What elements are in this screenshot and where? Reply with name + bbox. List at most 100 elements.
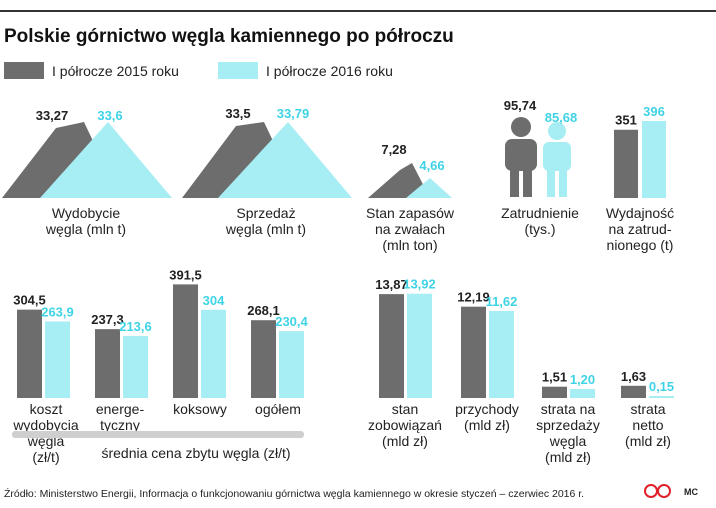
label-line-2: węgla (mln t) <box>225 221 306 237</box>
bar-2015 <box>17 309 42 398</box>
bar-2016 <box>279 331 304 398</box>
value-2016: 85,68 <box>545 110 578 125</box>
value-label-2016: 11,62 <box>486 294 518 309</box>
value-2015: 33,27 <box>36 108 69 123</box>
category-label-line: tyczny <box>100 417 140 433</box>
price-bracket: średnia cena zbytu węgla (zł/t) <box>12 431 304 461</box>
bar-2015 <box>173 284 198 398</box>
category-label-line: (zł/t) <box>32 449 59 465</box>
value-label-2015: 391,5 <box>169 267 202 282</box>
bar-2016 <box>123 336 148 398</box>
value-label-2015: 351 <box>615 113 637 128</box>
label-line-1: Sprzedaż <box>236 205 295 221</box>
value-label-2016: 0,15 <box>649 379 674 394</box>
bar-2015 <box>542 386 567 398</box>
category-label-line: strata <box>630 401 665 417</box>
category-label-line: zobowiązań <box>368 417 442 433</box>
category-label-line: ogółem <box>255 401 301 417</box>
value-2016: 4,66 <box>419 158 444 173</box>
label-line-1: Zatrudnienie <box>501 205 579 221</box>
bar-2015 <box>461 306 486 398</box>
panel-wydobycie: 33,27 33,6 Wydobycie węgla (mln t) <box>2 108 172 237</box>
value-label-2015: 237,3 <box>91 312 124 327</box>
category-label-line: netto <box>632 417 663 433</box>
legend-label-2015: I półrocze 2015 roku <box>52 63 179 79</box>
bar-2016 <box>201 309 226 398</box>
value-label-2016: 213,6 <box>119 319 152 334</box>
label-line-1: Wydobycie <box>52 205 121 221</box>
value-2015: 95,74 <box>504 98 537 113</box>
value-label-2015: 268,1 <box>247 303 280 318</box>
label-line-3: (mln ton) <box>382 237 437 253</box>
category-label-line: nionego (t) <box>607 237 674 253</box>
category-label-line: sprzedaży <box>536 417 600 433</box>
label-line-2: węgla (mln t) <box>45 221 126 237</box>
bar-2015 <box>251 320 276 398</box>
bar-2016 <box>570 389 595 398</box>
value-2016: 33,6 <box>97 108 122 123</box>
category-label-line: Wydajność <box>606 205 674 221</box>
label-line-2: (tys.) <box>524 221 555 237</box>
category-label-line: stan <box>392 401 418 417</box>
category-label-line: (mld zł) <box>464 417 510 433</box>
value-label-2016: 304 <box>203 293 225 308</box>
legend-swatch-2016 <box>218 62 258 79</box>
category-label-line: koszt <box>30 401 63 417</box>
category-label-line: (mld zł) <box>545 449 591 465</box>
category-label-line: (mld zł) <box>625 433 671 449</box>
value-label-2015: 1,51 <box>542 370 567 385</box>
mountain-2016 <box>40 122 172 198</box>
panel-zatrudnienie: 95,74 85,68 Zatrudnienie (tys.) <box>501 98 579 237</box>
category-label-line: (mld zł) <box>382 433 428 449</box>
bar-2016 <box>642 120 666 198</box>
bar-2016 <box>45 321 70 398</box>
bar-2016 <box>649 396 674 398</box>
category-label-line: strata na <box>541 401 596 417</box>
value-2015: 7,28 <box>381 142 406 157</box>
bar-2016 <box>407 293 432 398</box>
bar-2016 <box>489 310 514 398</box>
copyright-logo <box>644 484 671 498</box>
label-line-1: Stan zapasów <box>366 205 455 221</box>
mountain-2016 <box>406 178 452 198</box>
value-2015: 33,5 <box>225 106 250 121</box>
panel-sprzedaz: 33,5 33,79 Sprzedaż węgla (mln t) <box>182 106 352 237</box>
category-label-line: energe- <box>96 401 145 417</box>
legend-label-2016: I półrocze 2016 roku <box>266 63 393 79</box>
value-label-2016: 396 <box>643 104 665 119</box>
category-label-line: węgla <box>549 433 587 449</box>
value-label-2016: 263,9 <box>41 304 74 319</box>
category-label-line: wydobycia <box>12 417 79 433</box>
panel-zapasy: 7,28 4,66 Stan zapasów na zwałach (mln t… <box>366 142 455 253</box>
value-label-2016: 230,4 <box>275 314 308 329</box>
category-label-line: przychody <box>455 401 519 417</box>
value-2016: 33,79 <box>277 106 310 121</box>
bar-2015 <box>614 129 638 198</box>
value-label-2015: 13,87 <box>375 277 408 292</box>
value-label-2016: 13,92 <box>403 277 436 292</box>
value-label-2015: 304,5 <box>13 293 46 308</box>
bar-2015 <box>95 329 120 398</box>
value-label-2016: 1,20 <box>570 372 595 387</box>
chart-title: Polskie górnictwo węgla kamiennego po pó… <box>4 26 454 47</box>
category-label-line: koksowy <box>173 401 227 417</box>
bracket-label: średnia cena zbytu węgla (zł/t) <box>101 445 290 461</box>
value-label-2015: 12,19 <box>457 290 490 305</box>
person-icon-2016 <box>543 122 571 197</box>
bracket-bar <box>12 431 304 438</box>
bar-2015 <box>621 385 646 398</box>
top-rule <box>0 10 716 12</box>
label-line-2: na zwałach <box>375 221 445 237</box>
mountain-2015 <box>368 163 430 198</box>
credit: MC <box>684 487 698 497</box>
